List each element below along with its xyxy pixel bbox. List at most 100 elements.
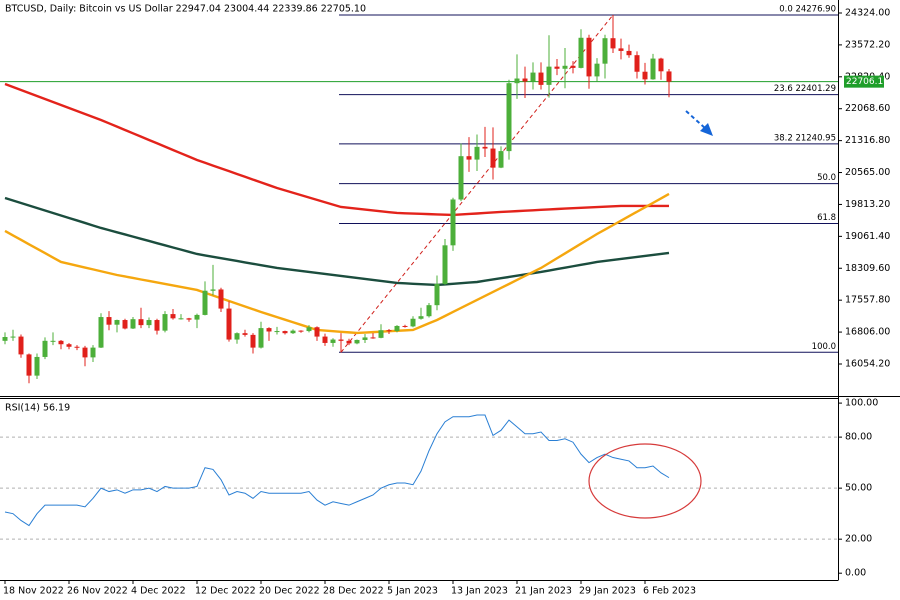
candle-body [162, 314, 168, 331]
y-tick-label: 16054.20 [845, 358, 890, 369]
candle-body [370, 337, 376, 339]
y-tick-label: 21316.80 [845, 135, 890, 146]
rsi-line [4, 414, 670, 527]
candle-body [98, 317, 104, 348]
chart-title: BTCUSD, Daily: Bitcoin vs US Dollar 2294… [5, 4, 366, 15]
candle-body [186, 318, 192, 320]
candle-body [50, 340, 56, 342]
fib-trend [340, 14, 614, 353]
candle-body [578, 37, 584, 68]
candle-body [66, 344, 72, 347]
x-tick-label: 12 Dec 2022 [195, 586, 256, 597]
candle-body [514, 78, 520, 84]
candle-body [378, 330, 384, 338]
y-tick-label: 22068.60 [845, 103, 890, 114]
candle-body [138, 319, 144, 326]
candle-body [586, 37, 592, 77]
y-tick-label: 20565.00 [845, 167, 890, 178]
y-tick-label: 19061.40 [845, 231, 890, 242]
x-tick-label: 4 Dec 2022 [131, 586, 186, 597]
x-tick-label: 21 Jan 2023 [515, 586, 572, 597]
candle-body [290, 330, 296, 334]
fib-label: 100.0 [812, 342, 836, 352]
candle-body [226, 308, 232, 340]
candle-body [490, 148, 496, 168]
candle-body [650, 58, 656, 80]
candle-body [434, 283, 440, 306]
candle-body [114, 320, 120, 325]
candle-body [426, 305, 432, 317]
candle-body [178, 318, 184, 320]
candle-body [306, 327, 312, 332]
candle-body [594, 63, 600, 77]
candle-body [354, 339, 360, 344]
y-tick-label: 17557.80 [845, 295, 890, 306]
candle-body [498, 151, 504, 168]
candle-body [2, 337, 8, 341]
candle-body [146, 320, 152, 326]
candle-body [562, 65, 568, 69]
y-tick-label: 20.00 [845, 534, 872, 545]
y-tick-label: 19813.20 [845, 199, 890, 210]
y-tick-label: 80.00 [845, 432, 872, 443]
candle-body [58, 340, 64, 345]
x-tick-label: 26 Nov 2022 [67, 586, 128, 597]
candle-body [74, 346, 80, 348]
fib-label: 23.6 22401.29 [774, 84, 836, 94]
candle-body [618, 48, 624, 51]
moving-average [4, 192, 670, 335]
candle-body [410, 318, 416, 327]
candle-body [122, 320, 128, 329]
y-tick-label: 100.00 [845, 398, 878, 409]
candle-body [90, 347, 96, 358]
candle-body [218, 289, 224, 309]
candle-body [546, 66, 552, 85]
candle-body [570, 65, 576, 68]
candle-body [450, 199, 456, 246]
candle-body [202, 290, 208, 315]
y-tick-label: 0.00 [845, 568, 866, 579]
last-price-label: 22706.16 [846, 77, 889, 87]
candle-body [346, 340, 352, 344]
forecast-arrow [685, 110, 713, 136]
candle-body [34, 356, 40, 376]
y-tick-label: 50.00 [845, 483, 872, 494]
arrow-head [700, 123, 713, 136]
candle-body [482, 146, 488, 149]
candle-body [538, 72, 544, 85]
candle-body [26, 354, 32, 376]
candle-body [18, 336, 24, 355]
candle-body [154, 320, 160, 331]
candle-body [602, 38, 608, 64]
rsi-title: RSI(14) 56.19 [5, 403, 70, 414]
candle-body [394, 325, 400, 332]
candle-body [106, 317, 112, 325]
candle-body [234, 333, 240, 340]
candle-body [506, 83, 512, 152]
candle-body [298, 330, 304, 332]
candle-body [82, 347, 88, 358]
x-tick-label: 13 Jan 2023 [451, 586, 508, 597]
marks: 24324.0023572.2022820.4022068.6021316.80… [0, 4, 890, 597]
x-tick-label: 20 Dec 2022 [259, 586, 320, 597]
candle-body [666, 71, 672, 82]
moving-average [4, 82, 669, 217]
candle-body [242, 333, 248, 335]
candle-body [314, 327, 320, 337]
highlight-ellipse [588, 443, 702, 519]
candle-body [322, 336, 328, 343]
candle-body [610, 38, 616, 49]
candle-body [362, 337, 368, 340]
y-tick-label: 23572.20 [845, 39, 890, 50]
x-tick-label: 28 Dec 2022 [323, 586, 384, 597]
fib-label: 50.0 [817, 173, 836, 183]
fib-label: 61.8 [817, 213, 836, 223]
candle-body [194, 314, 200, 320]
candle-body [642, 71, 648, 80]
y-tick-label: 24324.00 [845, 7, 890, 18]
candle-body [42, 340, 48, 357]
fib-label: 0.0 24276.90 [779, 4, 836, 14]
candle-body [466, 156, 472, 160]
